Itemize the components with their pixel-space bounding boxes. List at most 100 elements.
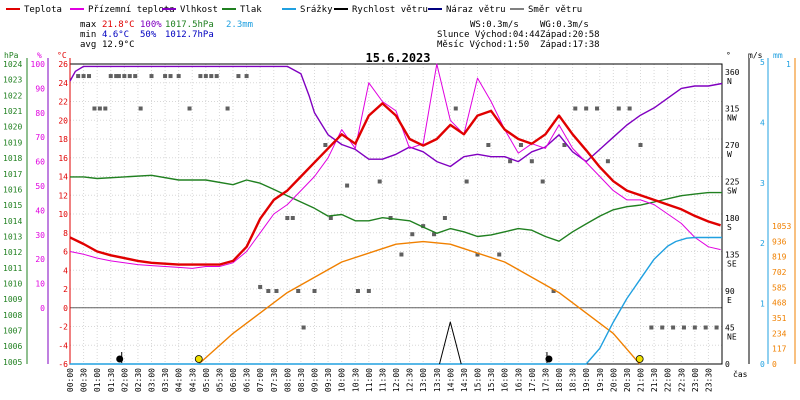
- mm-tick-label: 585: [772, 283, 787, 292]
- ground-temperature-line: [69, 63, 721, 269]
- dir-tick-name: S: [727, 223, 732, 232]
- dir-tick-name: SW: [727, 187, 737, 196]
- hpa-tick-label: 1006: [3, 342, 22, 351]
- hpa-tick-label: 1012: [3, 248, 22, 257]
- mm-top-label: 1: [786, 60, 791, 69]
- wind-direction-point: [133, 74, 138, 79]
- wind-direction-point: [244, 74, 249, 79]
- pct-tick-label: 40: [35, 206, 45, 215]
- wind-direction-point: [464, 179, 469, 184]
- time-tick-label: 22:00: [664, 368, 673, 392]
- dir-tick-name: W: [727, 150, 732, 159]
- wind-direction-point: [138, 106, 143, 111]
- time-tick-label: 21:30: [650, 368, 659, 392]
- hpa-tick-label: 1019: [3, 138, 22, 147]
- time-tick-label: 14:30: [460, 368, 469, 392]
- dir-tick-name: E: [727, 296, 732, 305]
- info-moon: Měsíc Východ:1:50: [437, 40, 529, 50]
- wind-direction-point: [627, 106, 632, 111]
- legend-label: Vlhkost: [180, 5, 218, 15]
- hpa-tick-label: 1008: [3, 311, 22, 320]
- dir-tick-value: 360: [725, 68, 740, 77]
- info-ws: WS:0.3m/s: [470, 20, 519, 30]
- grid: [69, 63, 723, 365]
- wind-direction-point: [616, 106, 621, 111]
- hpa-tick-label: 1015: [3, 201, 22, 210]
- stat-max-rain: 2.3mm: [226, 20, 253, 30]
- time-tick-label: 00:30: [80, 368, 89, 392]
- dir-tick-value: 180: [725, 214, 740, 223]
- axis-mm-title: mm: [773, 51, 783, 60]
- wind-direction-point: [573, 106, 578, 111]
- time-tick-label: 19:00: [582, 368, 591, 392]
- wind-direction-point: [584, 106, 589, 111]
- time-tick-label: 18:00: [555, 368, 564, 392]
- wind-direction-point: [681, 325, 686, 330]
- pct-tick-label: 80: [35, 109, 45, 118]
- time-tick-label: 14:00: [446, 368, 455, 392]
- stat-min-hum: 50%: [140, 30, 157, 40]
- wind-direction-point: [214, 74, 219, 79]
- wind-direction-point: [296, 289, 301, 293]
- wind-direction-point: [671, 325, 676, 330]
- wind-direction-point: [595, 106, 600, 111]
- sunrise-marker: [194, 355, 203, 363]
- stat-min-press: 1012.7hPa: [165, 30, 214, 40]
- stat-avg-temp: 12.9°C: [102, 40, 135, 50]
- pct-tick-label: 30: [35, 231, 45, 240]
- hpa-tick-label: 1018: [3, 154, 22, 163]
- info-moonset: Západ:17:38: [540, 40, 600, 50]
- mm-tick-label: 234: [772, 329, 787, 338]
- wind-direction-point: [163, 74, 168, 79]
- time-tick-label: 22:30: [677, 368, 686, 392]
- ms-tick-label: 0: [760, 360, 765, 369]
- dir-tick-value: 0: [725, 360, 730, 369]
- mm-tick-label: 819: [772, 253, 787, 262]
- wind-direction-point: [274, 289, 279, 293]
- wind-direction-point: [328, 216, 333, 220]
- time-tick-label: 08:00: [283, 368, 292, 392]
- temp-tick-label: 10: [58, 210, 68, 219]
- hpa-tick-label: 1023: [3, 76, 22, 85]
- time-tick-label: 16:30: [514, 368, 523, 392]
- dir-tick-value: 225: [725, 178, 740, 187]
- wind-direction-point: [290, 216, 295, 220]
- pct-tick-label: 10: [35, 280, 45, 289]
- time-tick-label: 20:30: [623, 368, 632, 392]
- wind-direction-point: [312, 289, 317, 293]
- legend-label: Přízemní teplota: [88, 5, 175, 15]
- wind-direction-point: [486, 143, 491, 147]
- mm-tick-label: 1053: [772, 222, 791, 231]
- wind-direction-point: [209, 74, 214, 79]
- dir-tick-name: SE: [727, 260, 737, 269]
- time-tick-label: 16:00: [501, 368, 510, 392]
- time-tick-label: 09:00: [311, 368, 320, 392]
- time-tick-label: 20:00: [609, 368, 618, 392]
- temp-tick-label: 20: [58, 116, 68, 125]
- wind-direction-point: [301, 325, 306, 330]
- wind-direction-point: [76, 74, 81, 79]
- temp-tick-label: 26: [58, 60, 68, 69]
- ms-tick-label: 2: [760, 239, 765, 248]
- pct-tick-label: 50: [35, 182, 45, 191]
- legend: Teplota Přízemní teplota Vlhkost Tlak Srážky…: [6, 5, 582, 15]
- temp-tick-label: 18: [58, 135, 68, 144]
- time-tick-label: 02:30: [134, 368, 143, 392]
- wind-direction-point: [198, 74, 203, 79]
- temp-tick-label: 14: [58, 173, 68, 182]
- temp-tick-label: 22: [58, 98, 68, 107]
- time-tick-label: 08:30: [297, 368, 306, 392]
- time-tick-label: 10:00: [338, 368, 347, 392]
- chart-title: 15.6.2023: [365, 51, 430, 65]
- temp-tick-label: 16: [58, 154, 68, 163]
- wind-direction-point: [692, 325, 697, 330]
- mm-tick-label: 702: [772, 268, 787, 277]
- info-sunset: Západ:20:58: [540, 30, 600, 40]
- stat-max-press: 1017.5hPa: [165, 20, 214, 30]
- annotations: 15.6.2023: [116, 51, 644, 363]
- sun-elevation-line: [198, 240, 641, 365]
- hpa-tick-label: 1011: [3, 264, 22, 273]
- wind-direction-point: [92, 106, 97, 111]
